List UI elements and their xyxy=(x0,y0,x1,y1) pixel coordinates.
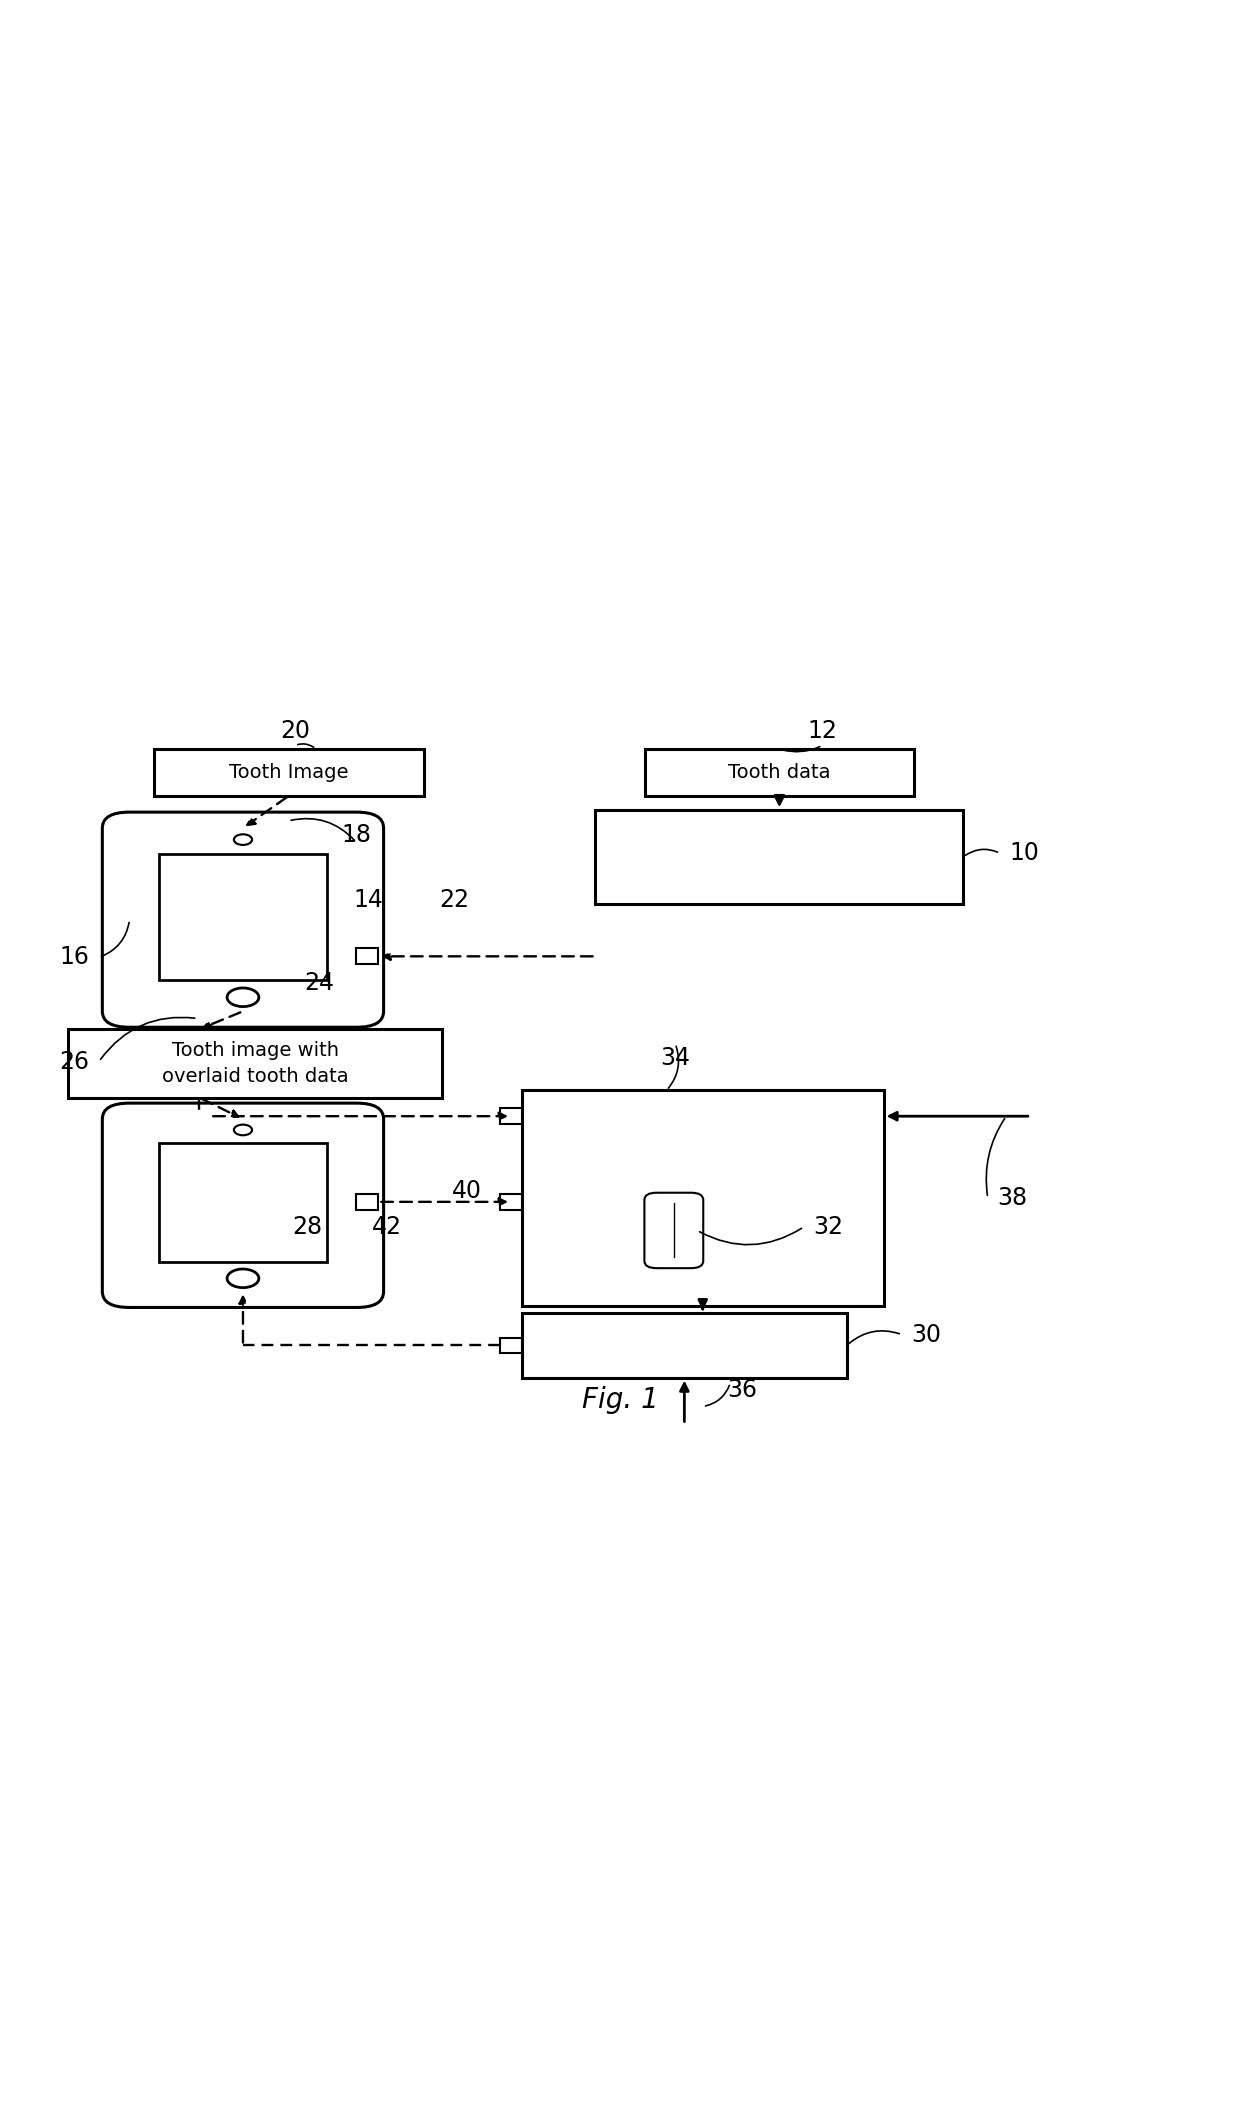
Text: 20: 20 xyxy=(280,719,310,743)
Bar xyxy=(159,853,327,980)
Bar xyxy=(522,1314,847,1378)
Bar xyxy=(154,749,424,796)
Bar xyxy=(500,1193,522,1210)
Text: Tooth image with
overlaid tooth data: Tooth image with overlaid tooth data xyxy=(162,1041,348,1086)
Text: 28: 28 xyxy=(293,1215,322,1238)
Text: 24: 24 xyxy=(305,971,335,995)
Text: 12: 12 xyxy=(807,719,837,743)
Bar xyxy=(356,1193,378,1210)
FancyBboxPatch shape xyxy=(645,1193,703,1267)
Text: 18: 18 xyxy=(341,823,372,846)
Text: 42: 42 xyxy=(372,1215,402,1238)
Text: 32: 32 xyxy=(813,1215,843,1238)
Text: 26: 26 xyxy=(60,1050,89,1073)
Text: 10: 10 xyxy=(1009,842,1039,865)
Bar xyxy=(645,749,914,796)
Text: 30: 30 xyxy=(911,1322,941,1346)
FancyBboxPatch shape xyxy=(103,1102,383,1308)
Text: Fig. 1: Fig. 1 xyxy=(582,1386,658,1413)
Bar xyxy=(522,1090,884,1306)
Text: 16: 16 xyxy=(60,946,89,969)
Bar xyxy=(68,1028,443,1098)
FancyBboxPatch shape xyxy=(103,813,383,1026)
Text: Tooth data: Tooth data xyxy=(728,764,831,783)
Text: 22: 22 xyxy=(439,889,470,912)
Text: 34: 34 xyxy=(660,1045,691,1071)
Text: 40: 40 xyxy=(451,1179,481,1202)
Bar xyxy=(356,948,378,965)
Text: 36: 36 xyxy=(728,1378,758,1403)
Bar xyxy=(159,1143,327,1263)
Text: 14: 14 xyxy=(353,889,383,912)
Bar xyxy=(500,1337,522,1354)
Text: 38: 38 xyxy=(997,1187,1028,1210)
Text: Tooth Image: Tooth Image xyxy=(229,764,348,783)
Bar xyxy=(595,810,963,904)
Bar xyxy=(500,1109,522,1124)
